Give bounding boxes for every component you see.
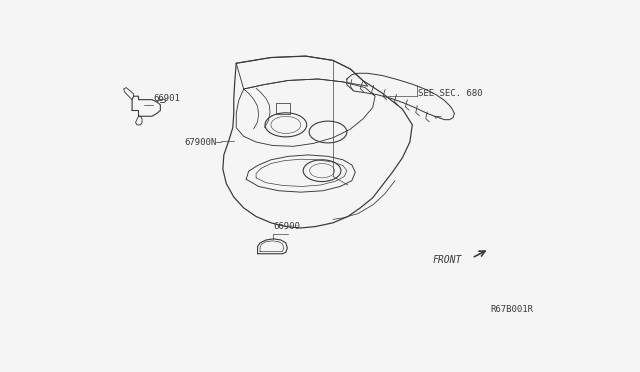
Text: FRONT: FRONT [433,255,462,265]
Text: SEE SEC. 680: SEE SEC. 680 [419,90,483,99]
Text: 67900N—: 67900N— [184,138,222,147]
Text: R67B001R: R67B001R [490,305,533,314]
Text: 66900: 66900 [273,222,300,231]
Bar [276,103,290,114]
Text: 66901: 66901 [154,93,180,103]
